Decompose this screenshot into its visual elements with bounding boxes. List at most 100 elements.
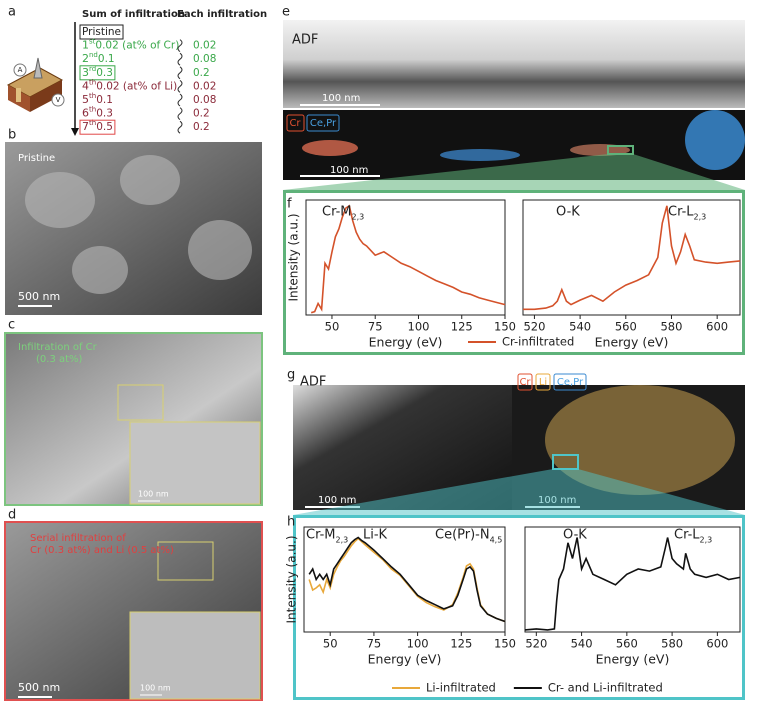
x-tick-label: 580 — [660, 320, 682, 334]
ordinal: 7 — [82, 120, 89, 133]
ordinal: 2 — [82, 52, 89, 65]
scale-label: 100 nm — [318, 495, 356, 506]
highlight-box — [79, 24, 124, 40]
peak-label: O-K — [556, 205, 580, 220]
zoom-box — [117, 384, 164, 421]
x-tick-label: 75 — [368, 320, 383, 334]
image-caption: Cr (0.3 at%) and Li (0.5 at%) — [30, 545, 174, 556]
legend-label: Cr-infiltrated — [502, 335, 574, 349]
panel-label: d — [8, 508, 16, 523]
infiltration-each: 0.2 — [193, 67, 210, 79]
squiggle — [177, 66, 183, 80]
map-blobs — [302, 110, 745, 170]
panel-label: e — [282, 5, 290, 20]
y-axis-label: Intensity (a.u.) — [287, 214, 301, 302]
infiltration-each: 0.02 — [193, 40, 216, 52]
image-caption: Infiltration of Cr — [18, 342, 98, 353]
x-tick-label: 50 — [323, 637, 338, 651]
ordinal-suffix: th — [89, 106, 96, 114]
peak-label: Ce(Pr)-N — [435, 528, 490, 543]
image-caption: Serial infiltration of — [30, 533, 126, 544]
x-tick-label: 150 — [494, 320, 516, 334]
ordinal-suffix: nd — [89, 51, 98, 59]
plot-frame — [305, 199, 506, 316]
inset-image — [129, 611, 261, 700]
peak-label: Cr-M — [322, 205, 352, 220]
x-tick-label: 600 — [706, 320, 728, 334]
infiltration-each: 0.08 — [193, 53, 216, 65]
x-tick-label: 560 — [615, 320, 637, 334]
spectrum-line — [310, 204, 506, 314]
map-key — [535, 373, 551, 391]
map-key — [306, 114, 340, 132]
peak-label: Cr-M — [306, 528, 336, 543]
ordinal: 3 — [82, 66, 89, 79]
map-label: Ce,Pr — [557, 377, 584, 388]
peak-label-sub: 2,3 — [352, 213, 365, 222]
zoom-wedge — [293, 469, 745, 515]
x-axis-label: Energy (eV) — [369, 335, 443, 350]
x-axis-label: Energy (eV) — [596, 652, 670, 667]
legend-label: Cr- and Li-infiltrated — [548, 681, 663, 695]
highlight-box — [79, 119, 116, 135]
adf-image — [283, 20, 745, 108]
table-header: Each infiltration — [177, 9, 267, 20]
x-axis-label: Energy (eV) — [595, 335, 669, 350]
zoom-wedge — [283, 154, 745, 190]
ordinal: 5 — [82, 93, 89, 106]
map-label: Cr — [289, 118, 301, 129]
scale-label: 100 nm — [322, 93, 360, 104]
panel-label: g — [287, 368, 295, 383]
peak-label: Cr-L — [668, 205, 694, 220]
infiltration-each: 0.02 — [193, 80, 216, 92]
x-tick-label: 50 — [325, 320, 340, 334]
spectrum-line — [308, 536, 506, 623]
x-axis-label: Energy (eV) — [368, 652, 442, 667]
ordinal-suffix: st — [89, 38, 96, 46]
map-label: Cr — [519, 377, 531, 388]
x-tick-label: 520 — [525, 637, 547, 651]
x-tick-label: 540 — [571, 637, 593, 651]
squiggle — [177, 39, 183, 52]
squiggle — [177, 52, 183, 66]
peak-label-sub: 2,3 — [700, 536, 713, 545]
plot-frame — [522, 199, 741, 316]
peak-label-sub: 2,3 — [336, 536, 349, 545]
x-tick-label: 125 — [451, 320, 473, 334]
image-caption: Pristine — [18, 153, 55, 164]
infiltration-sum: Pristine — [82, 26, 121, 38]
ordinal: 6 — [82, 107, 89, 120]
panel-label: f — [287, 197, 292, 212]
x-tick-label: 560 — [616, 637, 638, 651]
squiggle — [177, 120, 183, 134]
schematic — [6, 22, 79, 136]
map-blobs — [545, 385, 735, 495]
infiltration-each: 0.08 — [193, 94, 216, 106]
panel-label: b — [8, 128, 16, 143]
map-label: Li — [539, 377, 547, 388]
ordinal: 4 — [82, 79, 89, 92]
spectra-frame — [293, 515, 745, 700]
squiggle — [177, 107, 183, 120]
y-axis-label: Intensity (a.u.) — [285, 536, 299, 624]
peak-label-sub: 4,5 — [490, 536, 503, 545]
scale-label: 500 nm — [18, 290, 60, 303]
squiggle — [177, 93, 183, 107]
table-header: Sum of infiltration — [82, 9, 185, 20]
infiltration-each: 0.2 — [193, 108, 210, 120]
infiltration-sum: 0.02 (at% of Li) — [96, 80, 177, 92]
spectrum-line — [523, 205, 741, 311]
x-tick-label: 600 — [706, 637, 728, 651]
spectrum-line — [524, 537, 741, 631]
x-tick-label: 75 — [367, 637, 382, 651]
infiltration-sum: 0.02 (at% of Cr) — [95, 40, 179, 52]
schematic-label: V — [56, 96, 61, 104]
x-tick-label: 125 — [450, 637, 472, 651]
highlight-box — [79, 65, 116, 81]
map-key — [553, 373, 587, 391]
plot-frame — [303, 526, 506, 633]
zoom-box — [157, 541, 214, 581]
infiltration-each: 0.2 — [193, 121, 210, 133]
grains — [25, 155, 252, 294]
